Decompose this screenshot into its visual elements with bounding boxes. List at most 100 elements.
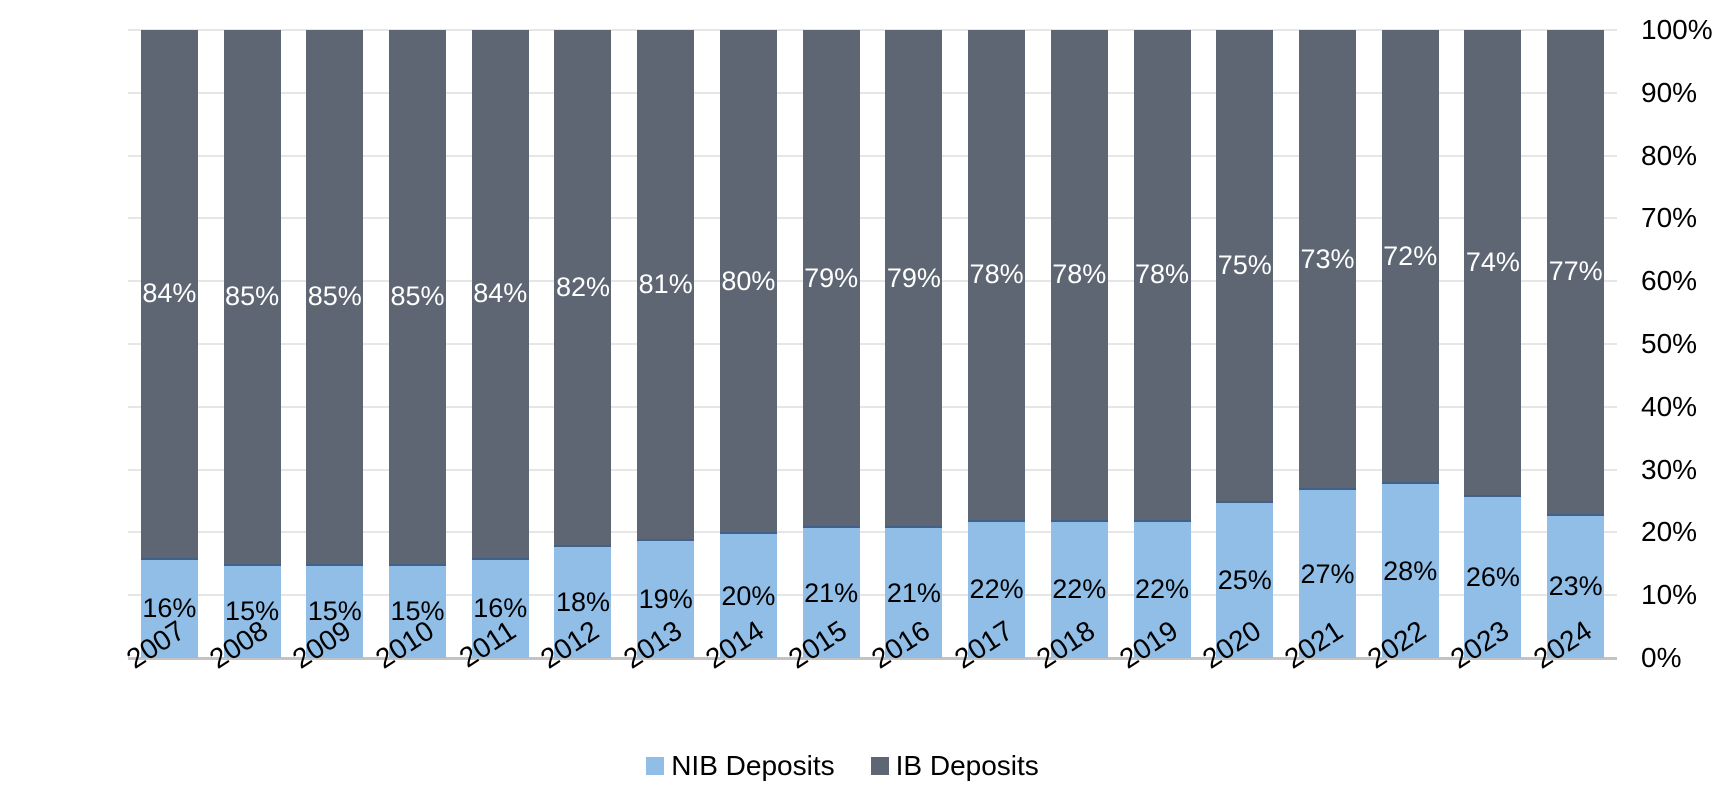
gridline (128, 343, 1617, 345)
bar-2018: 22% 78% (1050, 30, 1108, 658)
bar-2016: 21% 79% (885, 30, 943, 658)
bar-segment-nib: 22% (1050, 519, 1108, 658)
y-tick-label: 60% (1641, 265, 1698, 297)
bar-segment-nib: 15% (389, 563, 447, 658)
gridline (128, 154, 1617, 157)
bar-segment-nib: 28% (1381, 482, 1439, 658)
legend-label: IB Deposits (895, 750, 1039, 781)
gridline (128, 531, 1617, 534)
bar-label: 78% (969, 259, 1024, 290)
bar-label: 81% (638, 268, 693, 299)
bar-segment-ib: 85% (389, 30, 447, 564)
bar-segment-nib: 19% (637, 538, 695, 658)
bar-segment-nib: 18% (554, 544, 612, 658)
bar-2021: 27% 73% (1298, 30, 1356, 658)
bar-2008: 15% 85% (223, 30, 281, 658)
bar-label: 28% (1383, 555, 1438, 586)
bar-label: 22% (1052, 574, 1107, 605)
bar-label: 22% (969, 574, 1024, 605)
bar-label: 18% (555, 586, 610, 617)
bar-2023: 26% 74% (1464, 30, 1522, 658)
y-tick-label: 10% (1641, 579, 1698, 611)
bar-segment-nib: 20% (719, 532, 777, 658)
legend-item: NIB Deposits (646, 750, 835, 782)
bar-segment-nib: 15% (223, 563, 281, 658)
bar-segment-ib: 84% (140, 30, 198, 558)
gridline (128, 594, 1617, 597)
bar-label: 73% (1300, 243, 1355, 274)
bar-segment-ib: 79% (802, 30, 860, 527)
gridline (128, 91, 1617, 94)
bar-2017: 22% 78% (968, 30, 1026, 658)
bar-segment-nib: 25% (1216, 501, 1274, 658)
bar-segment-ib: 78% (968, 30, 1026, 520)
bar-segment-ib: 77% (1547, 30, 1605, 514)
y-tick-label: 100% (1641, 14, 1713, 45)
bar-label: 85% (225, 281, 280, 312)
bar-segment-ib: 80% (719, 30, 777, 533)
bar-segment-nib: 15% (306, 563, 364, 658)
bar-segment-ib: 78% (1133, 30, 1191, 520)
bar-label: 20% (721, 580, 776, 611)
bar-segment-ib: 79% (885, 30, 943, 527)
bar-label: 16% (142, 593, 197, 624)
bar-segment-ib: 74% (1464, 30, 1522, 495)
bar-label: 85% (307, 281, 362, 312)
bar-segment-ib: 73% (1298, 30, 1356, 489)
legend: NIB Deposits IB Deposits (0, 750, 1731, 782)
bar-segment-nib: 26% (1464, 494, 1522, 658)
bar-segment-nib: 21% (802, 526, 860, 658)
bar-label: 72% (1383, 240, 1438, 271)
bar-label: 74% (1465, 246, 1520, 277)
bar-segment-nib: 21% (885, 526, 943, 658)
bar-label: 82% (555, 271, 610, 302)
legend-swatch-nib-deposits (646, 757, 665, 775)
bar-label: 80% (721, 265, 776, 296)
legend-label: NIB Deposits (671, 750, 835, 781)
y-tick-label: 30% (1641, 453, 1698, 485)
bar-segment-ib: 85% (306, 30, 364, 564)
bar-label: 78% (1052, 259, 1107, 290)
bar-segment-ib: 82% (554, 30, 612, 545)
bar-label: 84% (473, 278, 528, 309)
bar-label: 22% (1134, 574, 1190, 605)
gridline (128, 29, 1617, 31)
bar-2009: 15% 85% (306, 30, 364, 658)
y-tick-label: 0% (1641, 642, 1682, 673)
bar-segment-nib: 22% (1133, 519, 1191, 658)
legend-item: IB Deposits (870, 750, 1039, 782)
bar-label: 27% (1300, 558, 1355, 589)
bar-2019: 22% 78% (1133, 30, 1191, 658)
bar-segment-nib: 16% (140, 557, 198, 658)
bar-segment-nib: 23% (1547, 513, 1605, 658)
bar-label: 19% (638, 583, 693, 614)
bar-2011: 16% 84% (471, 30, 529, 658)
bar-segment-nib: 16% (471, 557, 529, 658)
bar-label: 77% (1548, 256, 1603, 287)
bar-segment-nib: 27% (1298, 488, 1356, 658)
bar-2015: 21% 79% (802, 30, 860, 658)
bar-label: 21% (886, 577, 941, 608)
y-tick-label: 70% (1641, 202, 1698, 234)
bar-segment-nib: 22% (968, 519, 1026, 658)
x-axis-baseline (128, 657, 1617, 660)
bar-segment-ib: 81% (637, 30, 695, 539)
bar-label: 26% (1465, 561, 1520, 592)
bar-label: 79% (886, 262, 941, 293)
bar-segment-ib: 72% (1381, 30, 1439, 483)
legend-swatch-ib-deposits (870, 757, 889, 775)
bar-2024: 23% 77% (1547, 30, 1605, 658)
bar-2020: 25% 75% (1216, 30, 1274, 658)
y-tick-label: 20% (1641, 516, 1698, 548)
bar-segment-ib: 84% (471, 30, 529, 558)
bar-2022: 28% 72% (1381, 30, 1439, 658)
bar-label: 16% (473, 593, 528, 624)
y-tick-label: 90% (1641, 76, 1698, 108)
bar-label: 85% (390, 281, 445, 312)
bar-label: 78% (1134, 259, 1190, 290)
bar-segment-ib: 75% (1216, 30, 1274, 501)
bar-2012: 18% 82% (554, 30, 612, 658)
gridline (128, 280, 1617, 283)
gridline (128, 468, 1617, 471)
